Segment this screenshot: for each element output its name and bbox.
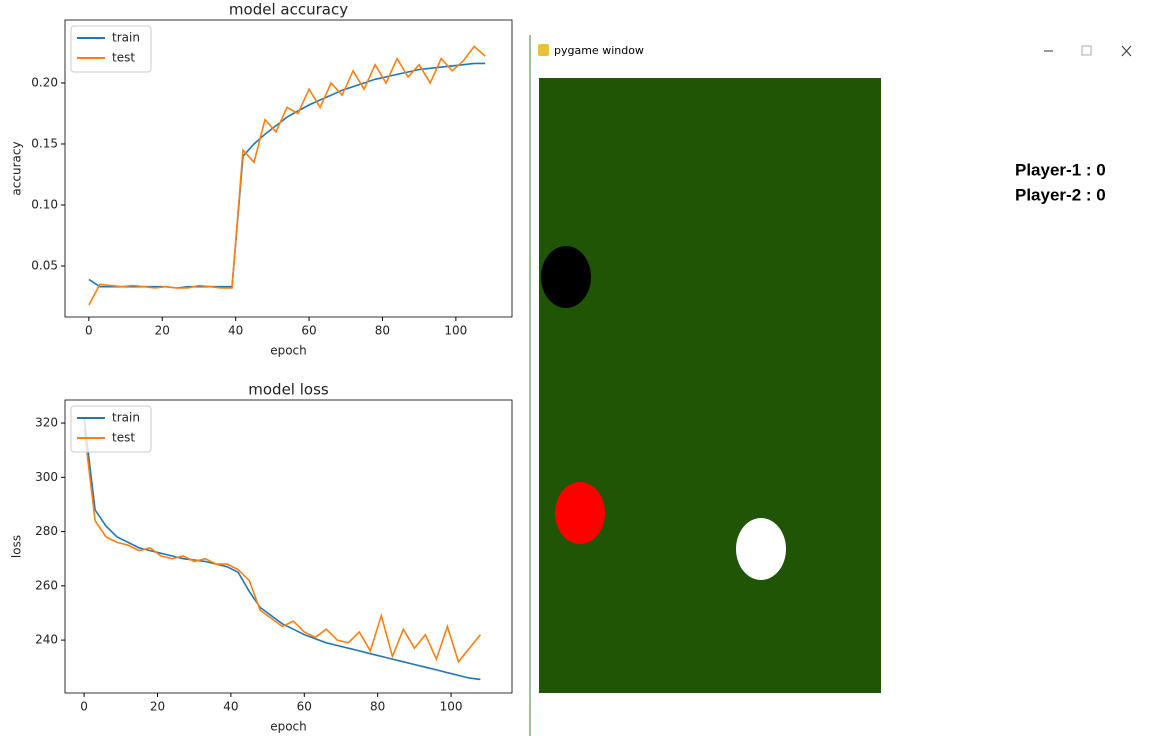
series-line (84, 429, 480, 662)
x-tick-label: 0 (80, 700, 88, 714)
chart-title: model accuracy (229, 1, 348, 19)
y-tick-label: 0.20 (31, 75, 58, 89)
app-icon (538, 44, 549, 56)
series-line (89, 46, 485, 305)
y-tick-label: 300 (35, 470, 58, 484)
window-title: pygame window (554, 44, 644, 57)
y-tick-label: 0.05 (31, 258, 58, 272)
x-tick-label: 80 (375, 324, 390, 338)
series-line (89, 63, 485, 288)
y-axis-label: loss (10, 535, 24, 558)
x-tick-label: 60 (301, 324, 316, 338)
score: Player-1 : 0 (1015, 160, 1106, 179)
x-tick-label: 40 (223, 700, 238, 714)
white-ball (736, 518, 786, 580)
legend-label: train (112, 31, 140, 45)
x-tick-label: 100 (440, 700, 463, 714)
y-tick-label: 0.15 (31, 136, 58, 150)
legend-label: test (112, 431, 135, 445)
y-tick-label: 260 (35, 578, 58, 592)
y-tick-label: 240 (35, 633, 58, 647)
x-tick-label: 60 (297, 700, 312, 714)
y-tick-label: 0.10 (31, 197, 58, 211)
x-tick-label: 100 (444, 324, 467, 338)
x-tick-label: 80 (370, 700, 385, 714)
x-axis-label: epoch (270, 344, 307, 358)
screen: pygame window Player-1 : 0 Player-2 : 0 … (0, 0, 1153, 736)
x-tick-label: 20 (155, 324, 170, 338)
x-tick-label: 0 (85, 324, 93, 338)
y-tick-label: 280 (35, 524, 58, 538)
black-ball (541, 246, 591, 308)
x-tick-label: 40 (228, 324, 243, 338)
red-ball (555, 482, 605, 544)
legend-label: train (112, 411, 140, 425)
game-field (539, 78, 881, 693)
y-tick-label: 320 (35, 416, 58, 430)
y-axis-label: accuracy (10, 141, 24, 195)
x-tick-label: 20 (150, 700, 165, 714)
x-axis-label: epoch (270, 720, 307, 734)
score: Player-2 : 0 (1015, 185, 1106, 204)
chart-title: model loss (248, 381, 329, 399)
legend-label: test (112, 51, 135, 65)
